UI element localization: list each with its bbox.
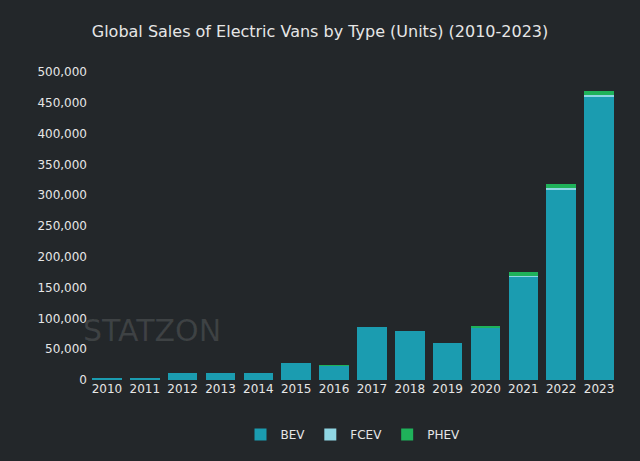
svg-text:2019: 2019 — [432, 382, 463, 396]
svg-text:STATZON: STATZON — [83, 313, 221, 348]
svg-text:2020: 2020 — [470, 382, 501, 396]
svg-text:2012: 2012 — [167, 382, 198, 396]
svg-text:2017: 2017 — [357, 382, 388, 396]
svg-text:2013: 2013 — [205, 382, 236, 396]
svg-text:PHEV: PHEV — [427, 428, 460, 442]
svg-text:2015: 2015 — [281, 382, 312, 396]
svg-text:2018: 2018 — [395, 382, 426, 396]
svg-text:2021: 2021 — [508, 382, 539, 396]
svg-text:FCEV: FCEV — [350, 428, 382, 442]
svg-text:350,000: 350,000 — [37, 158, 87, 172]
svg-text:2014: 2014 — [243, 382, 274, 396]
svg-text:150,000: 150,000 — [37, 281, 87, 295]
svg-text:BEV: BEV — [281, 428, 306, 442]
svg-text:Global Sales of Electric Vans: Global Sales of Electric Vans by Type (U… — [92, 22, 548, 41]
svg-text:300,000: 300,000 — [37, 188, 87, 202]
svg-text:2023: 2023 — [584, 382, 615, 396]
svg-text:2022: 2022 — [546, 382, 577, 396]
svg-text:2011: 2011 — [130, 382, 161, 396]
svg-text:50,000: 50,000 — [45, 342, 87, 356]
svg-text:2010: 2010 — [92, 382, 123, 396]
svg-text:100,000: 100,000 — [37, 312, 87, 326]
svg-text:250,000: 250,000 — [37, 219, 87, 233]
svg-text:500,000: 500,000 — [37, 65, 87, 79]
svg-text:2016: 2016 — [319, 382, 350, 396]
svg-text:450,000: 450,000 — [37, 96, 87, 110]
svg-text:0: 0 — [79, 373, 87, 387]
svg-text:200,000: 200,000 — [37, 250, 87, 264]
svg-text:400,000: 400,000 — [37, 127, 87, 141]
